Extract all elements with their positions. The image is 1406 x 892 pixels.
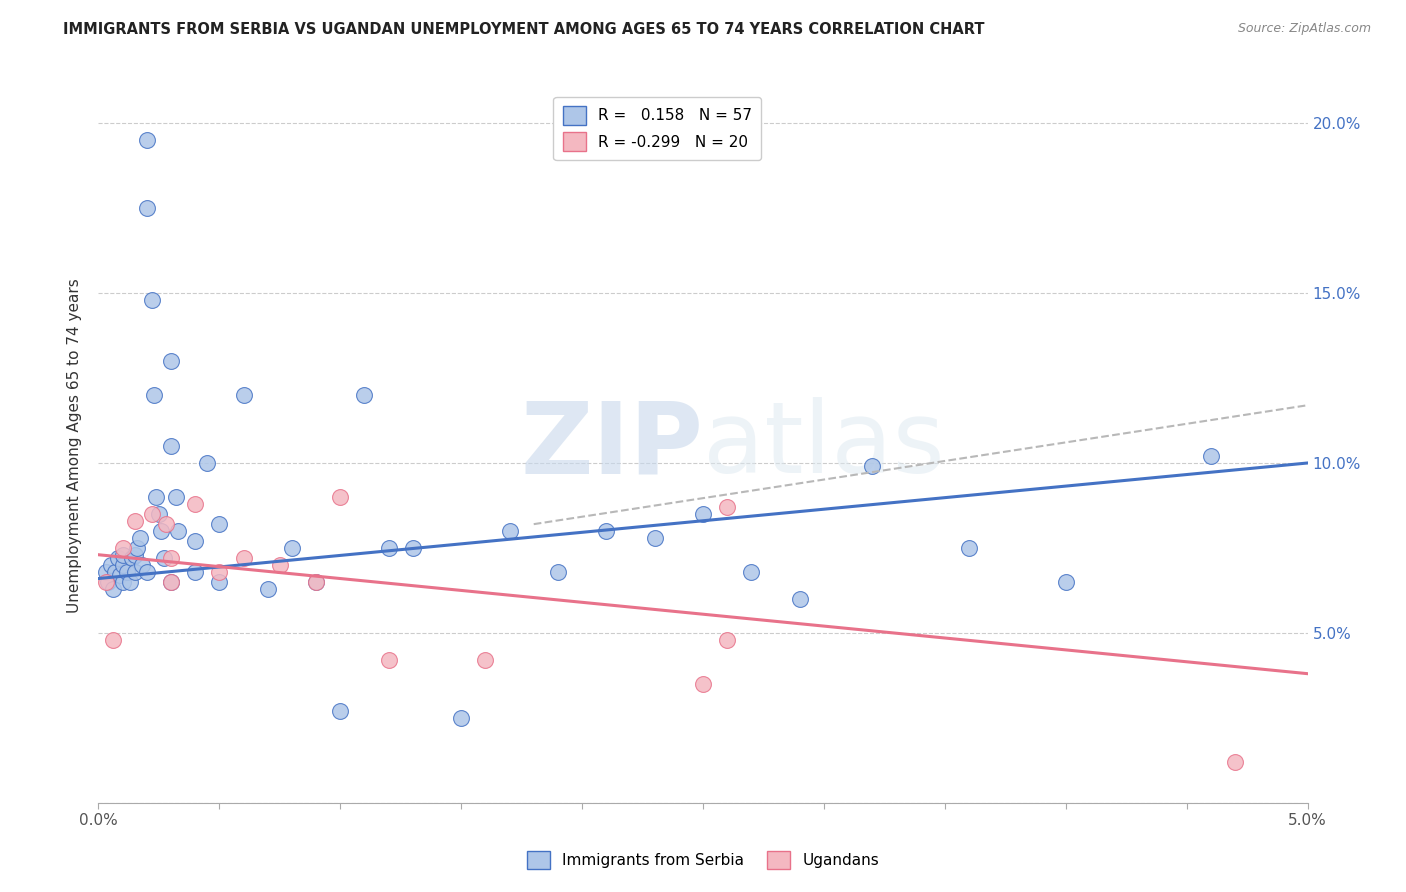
Point	[232, 551, 254, 566]
Point	[111, 548, 134, 562]
Point	[97, 574, 120, 589]
Point	[155, 517, 177, 532]
Point	[124, 514, 146, 528]
Point	[305, 574, 328, 589]
Point	[104, 565, 127, 579]
Point	[329, 704, 352, 718]
Point	[860, 459, 883, 474]
Point	[167, 524, 190, 538]
Point	[148, 507, 170, 521]
Point	[127, 541, 149, 555]
Point	[474, 653, 496, 667]
Point	[107, 551, 129, 566]
Point	[101, 632, 124, 647]
Point	[377, 541, 399, 555]
Point	[100, 558, 122, 572]
Point	[117, 565, 139, 579]
Point	[595, 524, 617, 538]
Point	[121, 551, 143, 566]
Point	[195, 456, 218, 470]
Text: Source: ZipAtlas.com: Source: ZipAtlas.com	[1237, 22, 1371, 36]
Point	[111, 541, 134, 555]
Point	[1223, 755, 1246, 769]
Point	[165, 490, 187, 504]
Point	[131, 558, 153, 572]
Point	[402, 541, 425, 555]
Point	[124, 565, 146, 579]
Point	[377, 653, 399, 667]
Point	[184, 497, 207, 511]
Point	[208, 574, 231, 589]
Point	[329, 490, 352, 504]
Point	[644, 531, 666, 545]
Point	[150, 524, 173, 538]
Point	[135, 201, 157, 215]
Point	[160, 574, 183, 589]
Point	[135, 565, 157, 579]
Point	[208, 517, 231, 532]
Point	[232, 388, 254, 402]
Point	[124, 548, 146, 562]
Point	[305, 574, 328, 589]
Point	[160, 439, 183, 453]
Point	[128, 531, 150, 545]
Point	[160, 574, 183, 589]
Point	[281, 541, 304, 555]
Point	[789, 591, 811, 606]
Point	[692, 507, 714, 521]
Text: IMMIGRANTS FROM SERBIA VS UGANDAN UNEMPLOYMENT AMONG AGES 65 TO 74 YEARS CORRELA: IMMIGRANTS FROM SERBIA VS UGANDAN UNEMPL…	[63, 22, 984, 37]
Point	[1199, 449, 1222, 463]
Legend: Immigrants from Serbia, Ugandans: Immigrants from Serbia, Ugandans	[520, 845, 886, 875]
Y-axis label: Unemployment Among Ages 65 to 74 years: Unemployment Among Ages 65 to 74 years	[67, 278, 83, 614]
Point	[208, 565, 231, 579]
Point	[1054, 574, 1077, 589]
Point	[716, 632, 738, 647]
Point	[353, 388, 375, 402]
Point	[957, 541, 980, 555]
Text: ZIP: ZIP	[520, 398, 703, 494]
Point	[692, 677, 714, 691]
Point	[141, 507, 163, 521]
Point	[184, 534, 207, 549]
Point	[160, 551, 183, 566]
Point	[498, 524, 520, 538]
Point	[547, 565, 569, 579]
Point	[152, 551, 174, 566]
Point	[111, 574, 134, 589]
Point	[94, 574, 117, 589]
Point	[94, 565, 117, 579]
Text: atlas: atlas	[703, 398, 945, 494]
Point	[716, 500, 738, 515]
Point	[450, 711, 472, 725]
Point	[135, 133, 157, 147]
Point	[256, 582, 278, 596]
Point	[118, 574, 141, 589]
Point	[111, 558, 134, 572]
Point	[184, 565, 207, 579]
Point	[141, 293, 163, 307]
Point	[143, 388, 166, 402]
Point	[160, 354, 183, 368]
Point	[740, 565, 762, 579]
Point	[101, 582, 124, 596]
Point	[145, 490, 167, 504]
Point	[108, 568, 131, 582]
Point	[269, 558, 291, 572]
Legend: R =   0.158   N = 57, R = -0.299   N = 20: R = 0.158 N = 57, R = -0.299 N = 20	[554, 97, 761, 160]
